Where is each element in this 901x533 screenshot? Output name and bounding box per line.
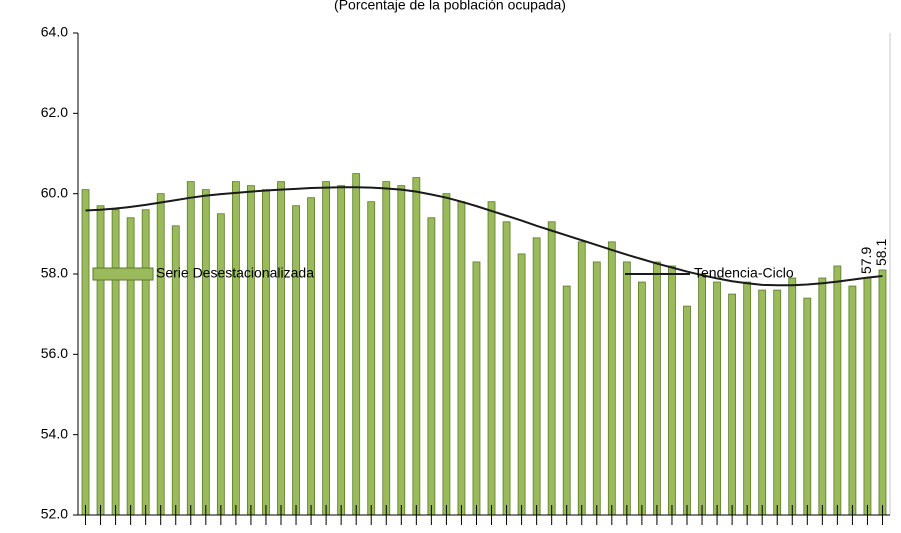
y-tick-label: 60.0 <box>41 184 68 200</box>
bar <box>607 241 616 516</box>
bar <box>141 209 150 516</box>
bar <box>382 181 391 516</box>
data-label: 58.1 <box>873 239 889 266</box>
y-tick-label: 56.0 <box>41 345 68 361</box>
bar <box>472 261 481 516</box>
bar <box>96 205 105 516</box>
legend-swatch <box>92 267 154 281</box>
bar <box>547 221 556 516</box>
bar <box>803 297 812 516</box>
bar <box>352 173 361 516</box>
bar <box>713 281 721 516</box>
bar <box>517 253 526 516</box>
bar <box>457 201 466 516</box>
bar <box>292 205 300 516</box>
bar <box>81 189 90 516</box>
bar <box>111 209 120 516</box>
bar <box>322 181 331 516</box>
bar <box>532 237 541 516</box>
bar <box>833 265 842 516</box>
bar <box>637 281 646 516</box>
bar <box>818 277 827 516</box>
bar <box>592 261 601 516</box>
bar <box>698 273 706 516</box>
bar <box>743 281 752 516</box>
bar <box>126 217 135 516</box>
bar <box>502 221 511 516</box>
bar <box>878 269 887 516</box>
bar <box>397 185 406 516</box>
bar <box>337 185 346 516</box>
trend-line <box>85 186 883 287</box>
bar <box>186 181 195 516</box>
y-tick-label: 54.0 <box>41 425 68 441</box>
bar <box>487 201 496 516</box>
bar <box>863 277 872 516</box>
bar <box>728 293 737 516</box>
bar <box>412 177 421 516</box>
bar <box>156 193 165 516</box>
bar <box>668 265 676 516</box>
bar <box>307 197 315 516</box>
legend-label: Serie Desestacionalizada <box>156 265 314 281</box>
bar <box>622 261 631 516</box>
bar <box>216 213 225 516</box>
y-tick-label: 62.0 <box>41 104 68 120</box>
bar <box>442 193 451 516</box>
bar <box>247 185 255 516</box>
bar <box>773 289 782 516</box>
y-tick-label: 64.0 <box>41 24 68 40</box>
data-label: 57.9 <box>858 247 874 274</box>
chart-subtitle: (Porcentaje de la población ocupada) <box>334 0 566 13</box>
bar <box>262 189 270 516</box>
bar <box>562 285 571 516</box>
bar <box>277 181 285 516</box>
bar <box>683 305 691 516</box>
bar <box>367 201 376 516</box>
bar <box>201 189 210 516</box>
bar <box>231 181 240 516</box>
y-tick-label: 52.0 <box>41 506 68 522</box>
bar <box>577 241 586 516</box>
bar <box>788 277 797 516</box>
y-tick-label: 58.0 <box>41 265 68 281</box>
bar <box>653 261 661 516</box>
legend-label: Tendencia-Ciclo <box>694 265 794 281</box>
bar <box>848 285 857 516</box>
bar <box>758 289 767 516</box>
bar <box>427 217 436 516</box>
